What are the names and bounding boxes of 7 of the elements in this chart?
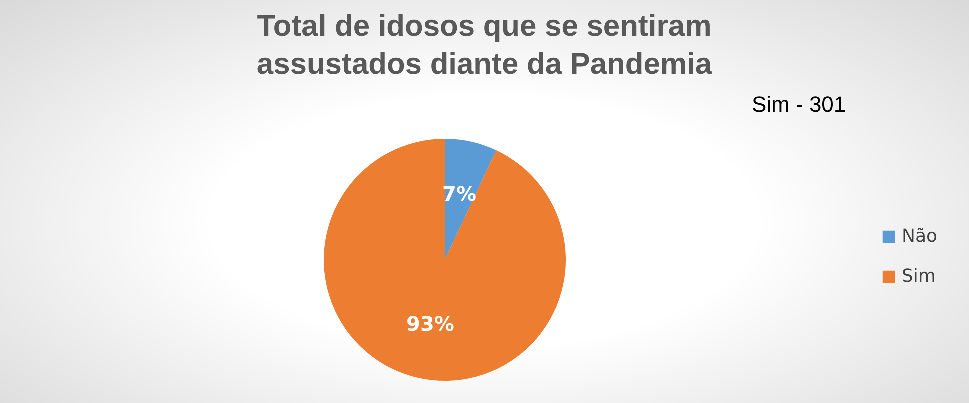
chart-title: Total de idosos que se sentiram assustados diante da Pandemia (256, 10, 712, 81)
pie-slice (324, 139, 566, 381)
legend-label: Não (902, 226, 938, 247)
text: Sim - 301 (752, 92, 846, 118)
data-label: 93% (406, 312, 454, 336)
legend-label: Sim (902, 266, 936, 287)
pie-slice (445, 139, 497, 260)
